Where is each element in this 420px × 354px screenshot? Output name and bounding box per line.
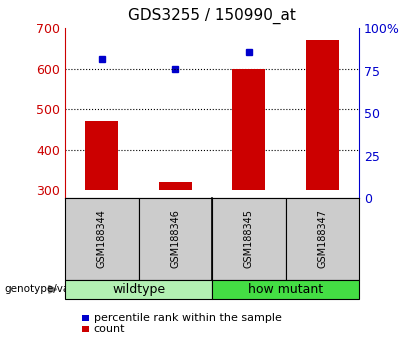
Text: GSM188345: GSM188345 [244, 210, 254, 268]
Bar [85, 121, 118, 190]
Text: count: count [94, 324, 125, 334]
Text: GSM188347: GSM188347 [318, 210, 327, 268]
Bar [306, 40, 339, 190]
Text: wildtype: wildtype [112, 283, 165, 296]
Bar [232, 69, 265, 190]
Text: percentile rank within the sample: percentile rank within the sample [94, 313, 281, 323]
Text: GSM188346: GSM188346 [171, 210, 180, 268]
Text: genotype/variation: genotype/variation [4, 284, 103, 295]
Text: GSM188344: GSM188344 [97, 210, 107, 268]
Text: how mutant: how mutant [248, 283, 323, 296]
Bar [159, 182, 192, 190]
Title: GDS3255 / 150990_at: GDS3255 / 150990_at [128, 8, 296, 24]
